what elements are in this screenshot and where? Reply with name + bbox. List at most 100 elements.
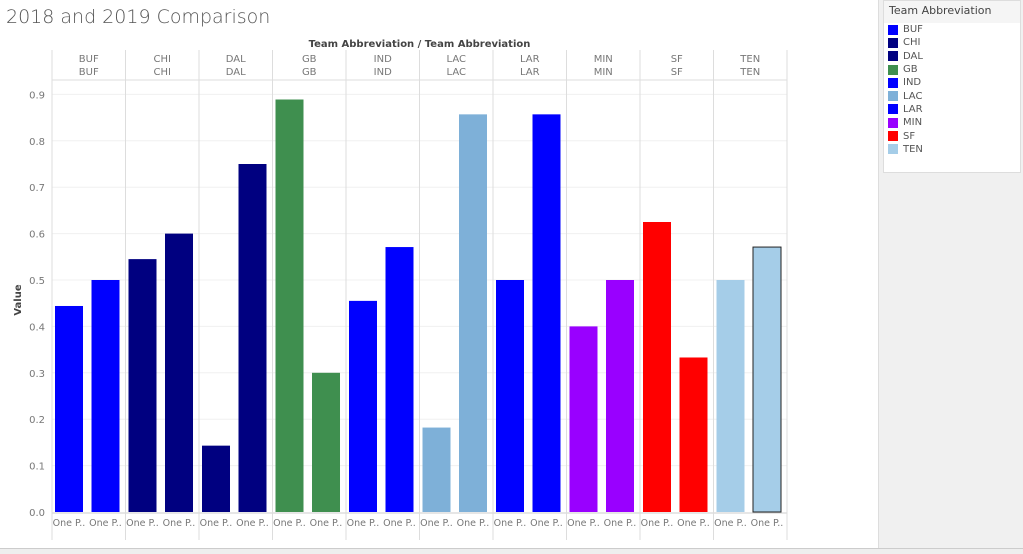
legend-item-min[interactable]: MIN [884,116,1020,129]
column-sublabel-ten: TEN [739,67,760,78]
bar-label: One P.. [273,518,306,529]
bar-label: One P.. [310,518,343,529]
bar-min-2 [606,280,634,512]
column-label-ind: IND [374,54,392,65]
legend-label: IND [903,77,922,89]
bar-label: One P.. [53,518,86,529]
column-sublabel-lar: LAR [520,67,540,78]
legend-swatch [888,104,898,115]
column-label-lar: LAR [520,54,540,65]
y-tick-label: 0.3 [29,369,45,380]
bar-ten-2 [752,246,782,513]
bar-label: One P.. [530,518,563,529]
legend-item-lac[interactable]: LAC [884,89,1020,102]
legend-item-ind[interactable]: IND [884,76,1020,89]
legend-item-sf[interactable]: SF [884,129,1020,142]
legend-swatch [888,24,898,35]
legend-label: TEN [903,143,923,155]
bottom-bar [0,548,1023,554]
bar-label: One P.. [89,518,122,529]
bar-lac-2 [459,114,487,513]
column-sublabel-chi: CHI [154,67,171,78]
y-axis-title: Value [13,284,24,315]
y-tick-label: 0.5 [29,276,45,287]
bar-label: One P.. [126,518,159,529]
legend-swatch [888,117,898,128]
legend-title: Team Abbreviation [884,1,1020,23]
legend-label: LAC [903,90,923,102]
y-tick-label: 0.4 [29,322,45,333]
legend-swatch [888,144,898,155]
bar-label: One P.. [383,518,416,529]
bar-label: One P.. [236,518,269,529]
column-label-sf: SF [671,54,683,65]
column-label-ten: TEN [739,54,760,65]
legend-swatch [888,91,898,102]
legend-item-lar[interactable]: LAR [884,103,1020,116]
bar-lac-1 [422,427,451,512]
column-sublabel-dal: DAL [226,67,246,78]
column-header: Team Abbreviation / Team Abbreviation [309,39,531,50]
bar-label: One P.. [347,518,380,529]
legend-swatch [888,64,898,75]
legend-swatch [888,131,898,142]
bar-label: One P.. [200,518,233,529]
column-sublabel-lac: LAC [447,67,466,78]
bar-buf-2 [91,280,120,512]
bar-sf-2 [679,357,708,512]
bar-label: One P.. [714,518,747,529]
legend-swatch [888,77,898,88]
column-sublabel-ind: IND [374,67,392,78]
bar-lar-1 [496,280,524,512]
bar-label: One P.. [494,518,527,529]
bar-ind-1 [349,300,377,512]
column-sublabel-buf: BUF [79,67,99,78]
bar-gb-2 [312,372,340,512]
bar-buf-1 [55,305,83,512]
dashboard-title: 2018 and 2019 Comparison [6,6,271,28]
legend-label: CHI [903,37,921,49]
legend-item-dal[interactable]: DAL [884,50,1020,63]
legend-label: DAL [903,50,923,62]
bar-label: One P.. [604,518,637,529]
column-sublabel-gb: GB [302,67,317,78]
column-label-chi: CHI [154,54,171,65]
y-tick-label: 0.2 [29,415,45,426]
y-tick-label: 0.6 [29,230,45,241]
bar-lar-2 [532,114,561,513]
bar-dal-1 [202,445,230,512]
legend-item-buf[interactable]: BUF [884,23,1020,36]
legend-swatch [888,51,898,62]
legend-item-chi[interactable]: CHI [884,36,1020,49]
legend-label: LAR [903,103,923,115]
legend: Team Abbreviation BUF CHI DAL GB IND LAC LAR MI… [883,0,1021,173]
y-tick-label: 0.7 [29,183,45,194]
column-label-gb: GB [302,54,317,65]
legend-label: BUF [903,24,923,36]
bar-label: One P.. [457,518,490,529]
legend-item-ten[interactable]: TEN [884,143,1020,156]
bar-chi-1 [128,259,157,512]
column-sublabel-min: MIN [594,67,613,78]
bar-gb-1 [275,99,304,512]
bar-label: One P.. [641,518,674,529]
column-sublabel-sf: SF [671,67,683,78]
bar-dal-2 [238,164,267,512]
bar-min-1 [569,326,598,512]
bar-chart: Team Abbreviation / Team Abbreviation 0.0… [13,39,788,540]
bar-ind-2 [385,247,414,512]
y-tick-label: 0.8 [29,137,45,148]
legend-swatch [888,37,898,48]
y-tick-label: 0.9 [29,90,45,101]
y-tick-label: 0.0 [29,508,45,519]
bar-label: One P.. [567,518,600,529]
y-tick-label: 0.1 [29,462,45,473]
column-label-dal: DAL [226,54,246,65]
bar-sf-1 [643,222,671,512]
legend-item-gb[interactable]: GB [884,63,1020,76]
bar-label: One P.. [163,518,196,529]
legend-label: SF [903,130,916,142]
column-label-min: MIN [594,54,613,65]
bar-label: One P.. [751,518,784,529]
column-label-buf: BUF [79,54,99,65]
